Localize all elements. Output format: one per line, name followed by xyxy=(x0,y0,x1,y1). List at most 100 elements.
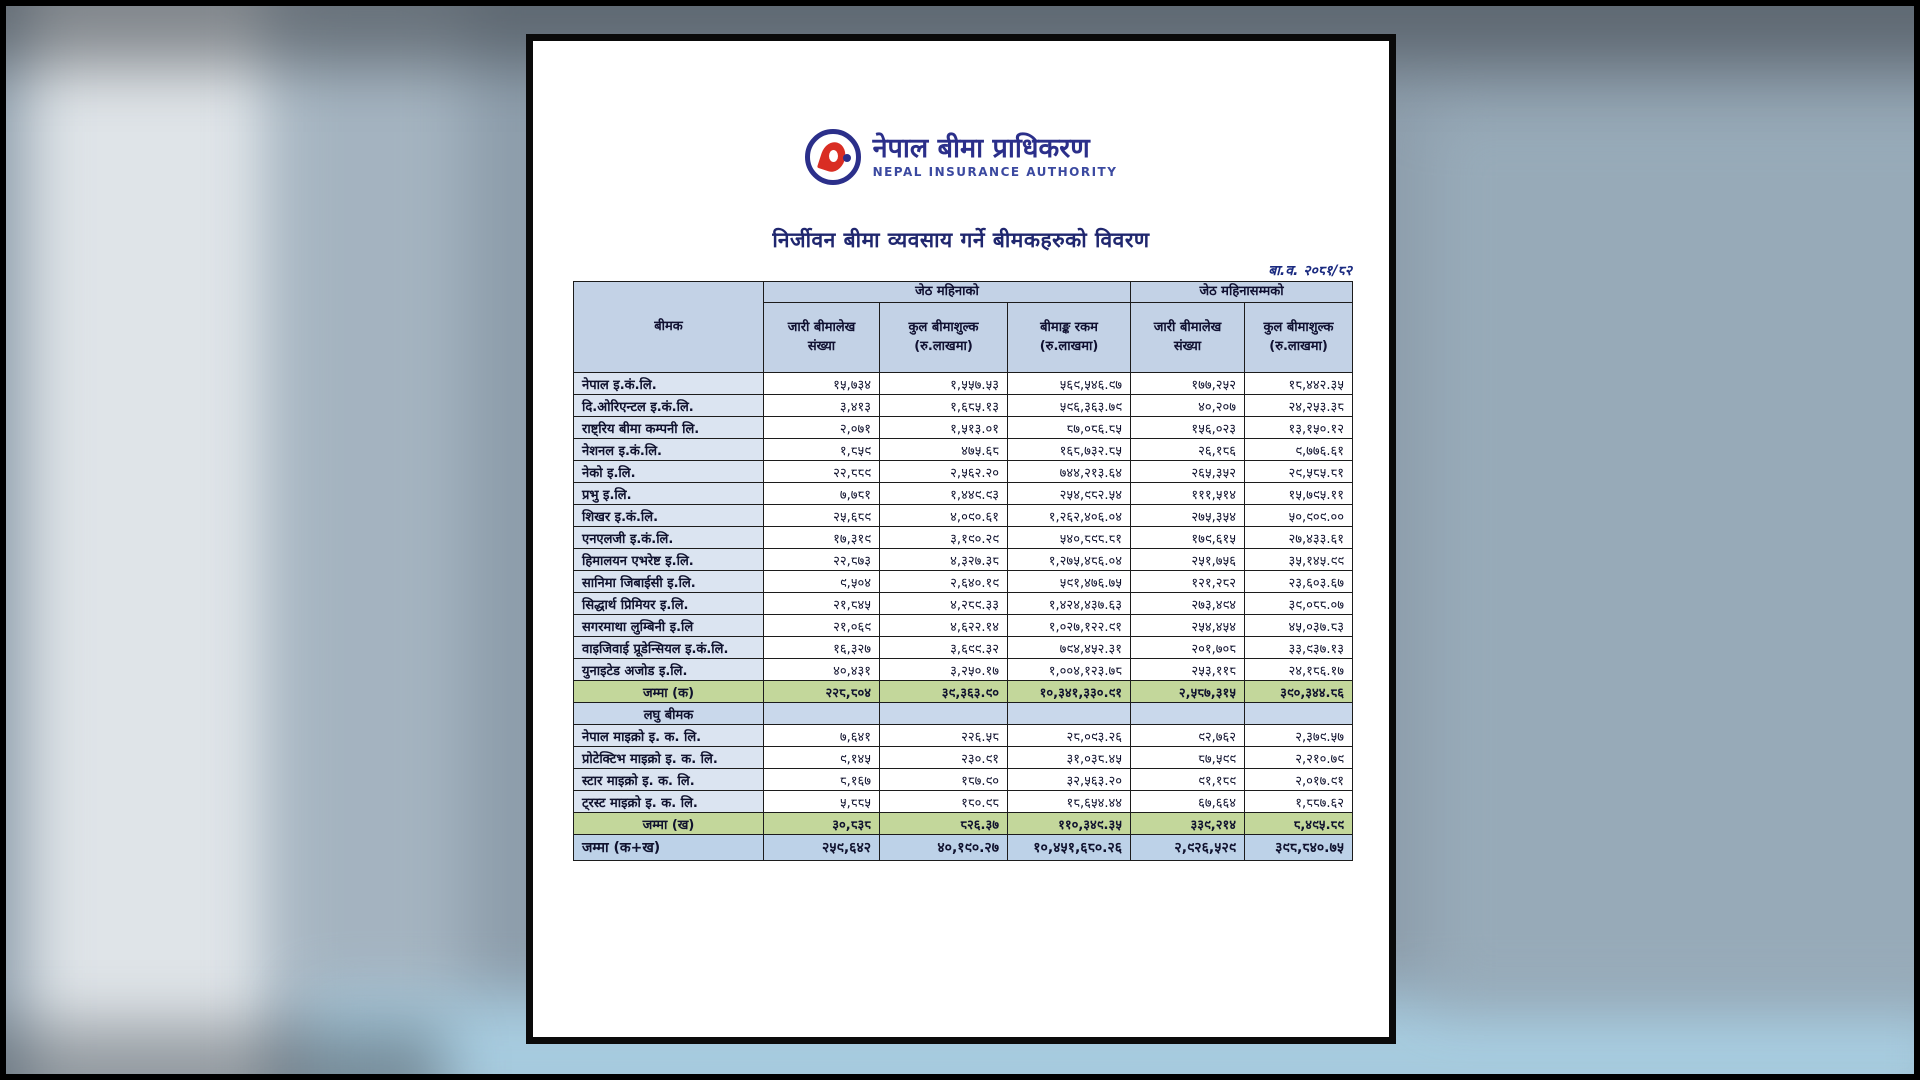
value-cell: ८७,५९९ xyxy=(1130,746,1246,769)
company-name-cell: युनाइटेड अजोड इ.लि. xyxy=(573,658,764,681)
value-cell: ३१,०३८.४५ xyxy=(1006,746,1132,769)
value-cell: ५९१,४७६.७५ xyxy=(1006,570,1132,593)
value-cell: ३९,३६३.९० xyxy=(879,680,1008,703)
value-cell: ३२,५६३.२० xyxy=(1006,768,1132,791)
table-row: प्रभु इ.लि. ७,७८१ १,४४९.९३ २५४,९८२.५४ १११,५१… xyxy=(573,482,1354,505)
value-cell: २७५,३५४ xyxy=(1130,504,1246,527)
table-row: वाइजिवाई प्रूडेन्सियल इ.कं.लि. १६,३२७ ३,६९… xyxy=(573,636,1354,659)
company-name-cell: नेको इ.लि. xyxy=(573,460,764,483)
value-cell: १०,४५१,६८०.२६ xyxy=(1006,834,1132,861)
value-cell: १५,७९५.११ xyxy=(1244,482,1354,505)
value-cell: ४०,४३१ xyxy=(763,658,880,681)
value-cell: ९,५०४ xyxy=(763,570,880,593)
value-cell: १७९,६१५ xyxy=(1130,526,1246,549)
value-cell: ८२६.३७ xyxy=(879,812,1008,835)
value-cell: २४,१८६.१७ xyxy=(1244,658,1354,681)
value-cell: २३,६०३.६७ xyxy=(1244,570,1354,593)
value-cell: २,९२६,५२९ xyxy=(1130,834,1246,861)
value-cell: २१,०६९ xyxy=(763,614,880,637)
table-row: जम्मा (क+ख) २५९,६४२ ४०,१९०.२७ १०,४५१,६८०.२६… xyxy=(573,834,1354,861)
row-label-cell: जम्मा (ख) xyxy=(573,812,764,835)
value-cell: १७७,२५२ xyxy=(1130,372,1246,395)
value-cell: ७,७८१ xyxy=(763,482,880,505)
table-row: हिमालयन एभरेष्ट इ.लि. २२,८७३ ४,३२७.३८ १,२७५… xyxy=(573,548,1354,571)
value-cell: १६,३२७ xyxy=(763,636,880,659)
value-cell xyxy=(763,702,880,725)
letterhead: नेपाल बीमा प्राधिकरण NEPAL INSURANCE AUT… xyxy=(533,129,1389,185)
value-cell: ५०,९०९.०० xyxy=(1244,504,1354,527)
table-row: स्टार माइक्रो इ. क. लि. ८,१६७ १८७.९० ३२,५६३… xyxy=(573,768,1354,791)
background-blur-band xyxy=(6,1026,446,1074)
company-name-cell: प्रभु इ.लि. xyxy=(573,482,764,505)
value-cell: ३,२५०.१७ xyxy=(879,658,1008,681)
value-cell: ४,२८९.३३ xyxy=(879,592,1008,615)
value-cell: २२,८८९ xyxy=(763,460,880,483)
value-cell: १३,१५०.१२ xyxy=(1244,416,1354,439)
value-cell: १,८५९ xyxy=(763,438,880,461)
authority-name-english: NEPAL INSURANCE AUTHORITY xyxy=(872,165,1118,180)
value-cell: २६५,३५२ xyxy=(1130,460,1246,483)
company-name-cell: सगरमाथा लुम्बिनी इ.लि xyxy=(573,614,764,637)
value-cell: २,५६२.२० xyxy=(879,460,1008,483)
company-name-cell: शिखर इ.कं.लि. xyxy=(573,504,764,527)
value-cell: ९,७७६.६१ xyxy=(1244,438,1354,461)
value-cell: ४,३२७.३८ xyxy=(879,548,1008,571)
company-name-cell: नेशनल इ.कं.लि. xyxy=(573,438,764,461)
table-row: सगरमाथा लुम्बिनी इ.लि २१,०६९ ४,६२२.१४ १,०२७… xyxy=(573,614,1354,637)
header-sum-insured-month: बीमाङ्क रकम (रु.लाखमा) xyxy=(1006,302,1132,373)
value-cell: २२,८७३ xyxy=(763,548,880,571)
row-label-cell: लघु बीमक xyxy=(573,702,764,725)
value-cell: ५४०,८९८.८१ xyxy=(1006,526,1132,549)
value-cell: २,०७१ xyxy=(763,416,880,439)
table-row: प्रोटेक्टिभ माइक्रो इ. क. लि. ९,१४५ २३०.९१… xyxy=(573,746,1354,769)
company-name-cell: एनएलजी इ.कं.लि. xyxy=(573,526,764,549)
value-cell: २६,१८६ xyxy=(1130,438,1246,461)
value-cell xyxy=(1130,702,1246,725)
background-blur-band xyxy=(266,6,466,1074)
value-cell: २२८,८०४ xyxy=(763,680,880,703)
header-total-premium-cumulative: कुल बीमाशुल्क (रु.लाखमा) xyxy=(1244,302,1354,373)
value-cell: ३३९,२१४ xyxy=(1130,812,1246,835)
value-cell: ४,६२२.१४ xyxy=(879,614,1008,637)
fiscal-year-label: बा.व. २०८१/८२ xyxy=(1268,263,1352,279)
table-row: जम्मा (क) २२८,८०४ ३९,३६३.९० १०,३४१,३३०.९१ २,… xyxy=(573,680,1354,703)
value-cell: १,५१३.०१ xyxy=(879,416,1008,439)
company-name-cell: राष्ट्रिय बीमा कम्पनी लि. xyxy=(573,416,764,439)
value-cell: २२६.५८ xyxy=(879,724,1008,747)
value-cell: ३९०,३४४.८६ xyxy=(1244,680,1354,703)
table-row: नेशनल इ.कं.लि. १,८५९ ४७५.६८ १६८,७३२.८५ २६,१८… xyxy=(573,438,1354,461)
table-row: ट्रस्ट माइक्रो इ. क. लि. ५,८८५ १८०.९८ १८,६५… xyxy=(573,790,1354,813)
table-header: बीमक जेठ महिनाको जेठ महिनासम्मको जारी बी… xyxy=(573,281,1354,373)
value-cell: १,४४९.९३ xyxy=(879,482,1008,505)
header-insurer: बीमक xyxy=(573,281,764,373)
nepal-insurance-authority-logo-icon xyxy=(804,129,861,185)
value-cell: ३३,९३७.१३ xyxy=(1244,636,1354,659)
value-cell: २४,२५३.३८ xyxy=(1244,394,1354,417)
value-cell: १२१,२८२ xyxy=(1130,570,1246,593)
header-total-premium-month: कुल बीमाशुल्क (रु.लाखमा) xyxy=(879,302,1008,373)
value-cell: ४०,२०७ xyxy=(1130,394,1246,417)
value-cell: २३०.९१ xyxy=(879,746,1008,769)
value-cell: १८७.९० xyxy=(879,768,1008,791)
company-name-cell: सिद्धार्थ प्रिमियर इ.लि. xyxy=(573,592,764,615)
value-cell: ११०,३४९.३५ xyxy=(1006,812,1132,835)
value-cell: ८,१६७ xyxy=(763,768,880,791)
value-cell: १७,३१९ xyxy=(763,526,880,549)
value-cell: १,२६२,४०६.०४ xyxy=(1006,504,1132,527)
value-cell: ७४४,२१३.६४ xyxy=(1006,460,1132,483)
logo-swirl-dot xyxy=(828,150,838,162)
value-cell: १५,७३४ xyxy=(763,372,880,395)
table-row: नेपाल माइक्रो इ. क. लि. ७,६४१ २२६.५८ २८,०९३… xyxy=(573,724,1354,747)
table-row: राष्ट्रिय बीमा कम्पनी लि. २,०७१ १,५१३.०१ ८७… xyxy=(573,416,1354,439)
company-name-cell: स्टार माइक्रो इ. क. लि. xyxy=(573,768,764,791)
row-label-cell: जम्मा (क) xyxy=(573,680,764,703)
value-cell: ९१,१८९ xyxy=(1130,768,1246,791)
table-row: दि.ओरिएन्टल इ.कं.लि. ३,४१३ १,६८५.१३ ५९६,३६३… xyxy=(573,394,1354,417)
background-blur-band xyxy=(1426,106,1914,1006)
header-policies-issued-cumulative: जारी बीमालेख संख्या xyxy=(1130,302,1246,373)
table-row: जम्मा (ख) ३०,८३८ ८२६.३७ ११०,३४९.३५ ३३९,२१४ ८,… xyxy=(573,812,1354,835)
value-cell: २८,०९३.२६ xyxy=(1006,724,1132,747)
value-cell: २५९,६४२ xyxy=(763,834,880,861)
value-cell: ३०,८३८ xyxy=(763,812,880,835)
company-name-cell: प्रोटेक्टिभ माइक्रो इ. क. लि. xyxy=(573,746,764,769)
